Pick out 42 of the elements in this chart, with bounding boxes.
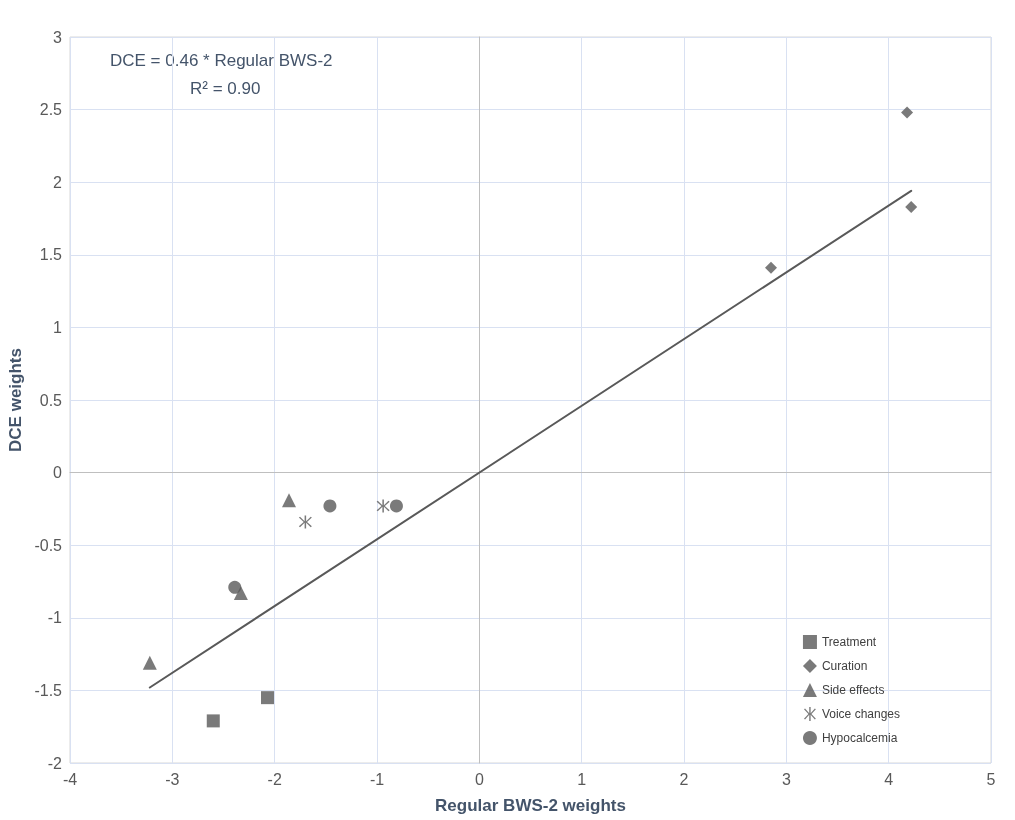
- y-tick-label: 0.5: [39, 391, 63, 409]
- x-tick-label: -2: [267, 770, 282, 788]
- legend-label: Treatment: [821, 635, 877, 649]
- legend-label: Hypocalcemia: [821, 731, 898, 745]
- x-tick-label: 3: [781, 770, 791, 788]
- y-tick-label: -1: [47, 609, 63, 627]
- point: [901, 106, 914, 119]
- y-tick-label: 2: [53, 173, 63, 191]
- y-axis-title: DCE weights: [5, 348, 25, 452]
- x-tick-label: -3: [165, 770, 180, 788]
- y-tick-label: -1.5: [34, 681, 63, 699]
- x-tick-label: 0: [474, 770, 484, 788]
- legend-label: Curation: [821, 659, 868, 673]
- point: [206, 714, 220, 728]
- x-tick-label: 4: [884, 770, 894, 788]
- point: [764, 261, 777, 274]
- point: [281, 493, 296, 508]
- point: [389, 499, 403, 513]
- x-axis-title: Regular BWS-2 weights: [435, 796, 626, 815]
- point: [228, 580, 242, 594]
- point: [142, 655, 157, 670]
- y-tick-label: -2: [47, 754, 63, 772]
- y-tick-label: 0: [53, 464, 63, 482]
- x-tick-label: 2: [679, 770, 689, 788]
- point: [298, 515, 312, 529]
- legend-label: Voice changes: [821, 707, 900, 721]
- legend-label: Side effects: [821, 683, 885, 697]
- x-tick-label: -1: [369, 770, 385, 788]
- x-tick-label: 1: [577, 770, 587, 788]
- y-tick-label: 3: [53, 28, 63, 46]
- y-tick-label: -0.5: [34, 536, 63, 554]
- point: [323, 499, 337, 513]
- x-tick-label: -4: [62, 770, 78, 788]
- point: [233, 586, 248, 601]
- y-tick-label: 2.5: [39, 101, 63, 119]
- y-tick-label: 1.5: [39, 246, 63, 264]
- point: [905, 200, 918, 213]
- y-tick-label: 1: [53, 318, 63, 336]
- point: [376, 499, 390, 513]
- point: [261, 691, 274, 705]
- x-tick-label: 5: [986, 770, 996, 788]
- annotation: R² = 0.90: [190, 79, 261, 98]
